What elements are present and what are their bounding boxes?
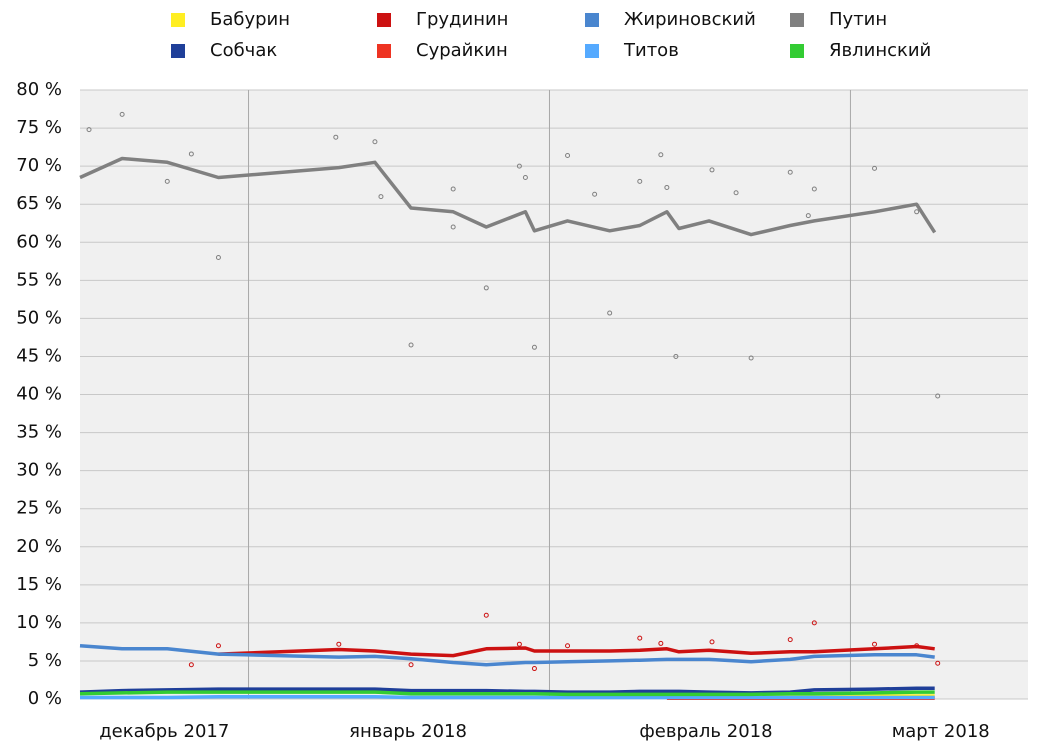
poll-point [709, 639, 715, 645]
poll-point [215, 643, 221, 649]
poll-point [531, 666, 537, 672]
y-tick-label: 25 % [16, 498, 62, 519]
poll-point [565, 152, 571, 158]
legend-swatch [377, 13, 391, 27]
y-tick-label: 55 % [16, 269, 62, 290]
poll-point [658, 152, 664, 158]
legend-label: Собчак [210, 40, 277, 61]
poll-point [935, 393, 941, 399]
y-tick-label: 30 % [16, 460, 62, 481]
poll-point [709, 167, 715, 173]
y-tick-label: 45 % [16, 345, 62, 366]
series-line [79, 690, 935, 697]
series-line [218, 644, 935, 658]
poll-point [805, 213, 811, 219]
y-tick-label: 5 % [28, 650, 62, 671]
legend-swatch [171, 13, 185, 27]
poll-point [483, 612, 489, 618]
y-tick-label: 20 % [16, 536, 62, 557]
poll-point [450, 224, 456, 230]
legend-label: Жириновский [624, 9, 756, 30]
legend-label: Сурайкин [416, 40, 508, 61]
legend-swatch [377, 44, 391, 58]
x-tick-label: март 2018 [892, 721, 990, 742]
x-tick-label: декабрь 2017 [99, 721, 229, 742]
poll-point [531, 344, 537, 350]
legend-swatch [585, 13, 599, 27]
poll-point [164, 178, 170, 184]
y-tick-label: 10 % [16, 612, 62, 633]
poll-point [811, 186, 817, 192]
poll-point [408, 342, 414, 348]
poll-point [188, 151, 194, 157]
y-tick-label: 60 % [16, 231, 62, 252]
x-tick-label: январь 2018 [349, 721, 467, 742]
legend-label: Явлинский [829, 40, 931, 61]
poll-point [86, 127, 92, 133]
legend-swatch [790, 13, 804, 27]
series-line [79, 156, 937, 237]
poll-point [565, 643, 571, 649]
poll-point [516, 163, 522, 169]
poll-point [637, 635, 643, 641]
legend-label: Титов [623, 40, 679, 61]
y-tick-label: 35 % [16, 422, 62, 443]
poll-point [607, 310, 613, 316]
poll-point [522, 175, 528, 181]
poll-point [188, 662, 194, 668]
poll-point [215, 254, 221, 260]
poll-point [872, 165, 878, 171]
series-line [79, 686, 935, 695]
y-tick-label: 0 % [28, 688, 62, 709]
poll-point [119, 111, 125, 117]
poll-point [372, 139, 378, 145]
poll-point [914, 209, 920, 215]
poll-point [787, 169, 793, 175]
legend-label: Бабурин [210, 9, 290, 30]
legend-swatch [585, 44, 599, 58]
poll-point [450, 186, 456, 192]
poll-point [748, 355, 754, 361]
y-tick-label: 40 % [16, 384, 62, 405]
series-line [79, 643, 935, 667]
poll-point [592, 191, 598, 197]
y-tick-label: 65 % [16, 193, 62, 214]
series-line [80, 694, 935, 700]
y-tick-label: 75 % [16, 117, 62, 138]
y-tick-label: 50 % [16, 307, 62, 328]
y-tick-label: 80 % [16, 79, 62, 100]
legend-swatch [171, 44, 185, 58]
legend-swatch [790, 44, 804, 58]
poll-point [658, 640, 664, 646]
poll-point [935, 660, 941, 666]
poll-point [872, 641, 878, 647]
poll-point [408, 662, 414, 668]
legend-label: Путин [829, 9, 887, 30]
poll-point [787, 637, 793, 643]
poll-point [378, 194, 384, 200]
poll-point [516, 641, 522, 647]
y-tick-label: 70 % [16, 155, 62, 176]
poll-point [811, 620, 817, 626]
poll-point [733, 190, 739, 196]
x-tick-label: февраль 2018 [639, 721, 772, 742]
legend-label: Грудинин [416, 9, 508, 30]
poll-point [336, 641, 342, 647]
poll-point [333, 134, 339, 140]
poll-point [664, 184, 670, 190]
poll-point [637, 178, 643, 184]
poll-point [483, 285, 489, 291]
y-tick-label: 15 % [16, 574, 62, 595]
poll-point [673, 353, 679, 359]
